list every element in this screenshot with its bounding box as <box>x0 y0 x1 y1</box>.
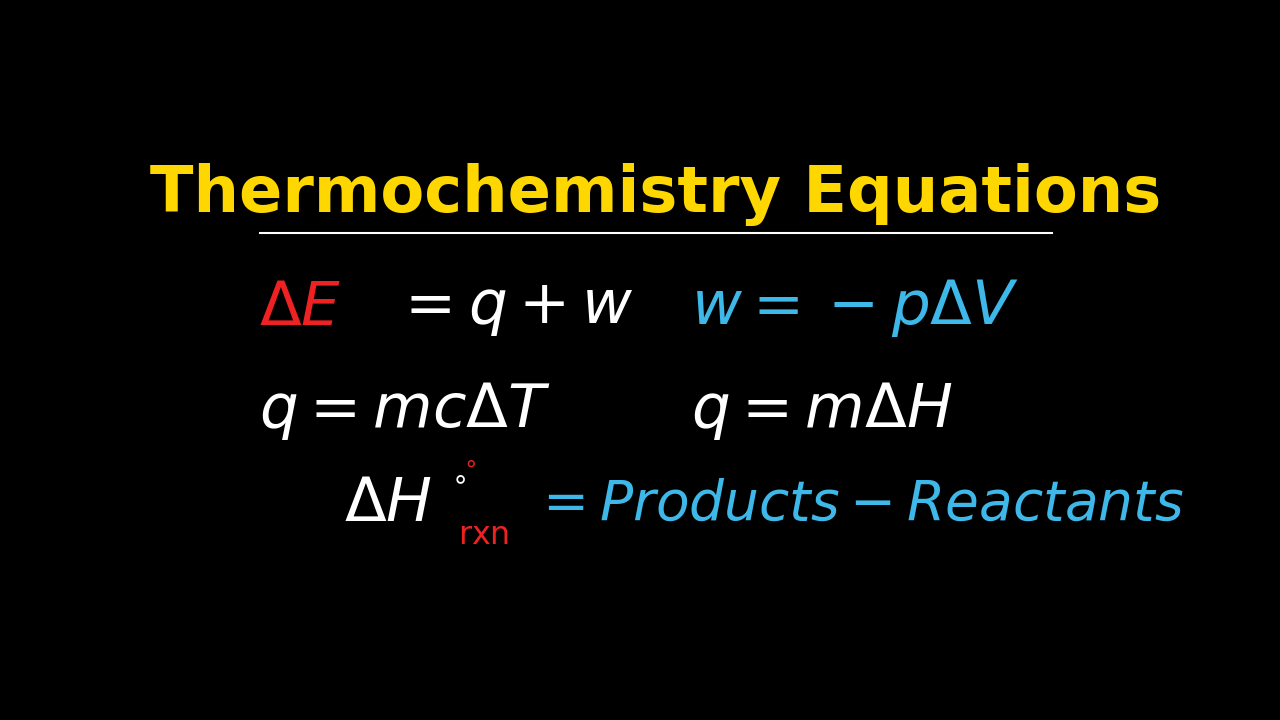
Text: $\circ$: $\circ$ <box>451 464 466 492</box>
Text: $\circ$: $\circ$ <box>462 452 475 475</box>
Text: $q = mc\Delta T$: $q = mc\Delta T$ <box>259 379 552 442</box>
Text: $w = -p\Delta V$: $w = -p\Delta V$ <box>691 277 1019 339</box>
Text: $\mathregular{rxn}$: $\mathregular{rxn}$ <box>458 520 509 551</box>
Text: $\Delta H$: $\Delta H$ <box>343 475 431 534</box>
Text: $= Products - Reactants$: $= Products - Reactants$ <box>532 478 1184 532</box>
Text: $= q + w$: $= q + w$ <box>393 279 634 338</box>
Text: $q = m\Delta H$: $q = m\Delta H$ <box>691 379 952 442</box>
Text: Thermochemistry Equations: Thermochemistry Equations <box>150 163 1162 226</box>
Text: $\Delta E$: $\Delta E$ <box>259 279 342 338</box>
